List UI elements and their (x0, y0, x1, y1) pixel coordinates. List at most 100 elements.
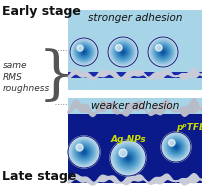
Circle shape (78, 46, 89, 58)
Circle shape (119, 49, 126, 55)
Circle shape (164, 136, 186, 158)
Circle shape (152, 41, 173, 63)
Circle shape (147, 37, 177, 67)
Circle shape (115, 44, 130, 60)
Circle shape (116, 146, 139, 170)
Circle shape (154, 43, 171, 60)
Circle shape (121, 152, 134, 164)
Circle shape (122, 153, 133, 163)
Circle shape (77, 45, 83, 51)
Circle shape (81, 49, 87, 55)
Circle shape (113, 144, 141, 172)
Circle shape (120, 150, 135, 166)
Circle shape (156, 46, 169, 58)
Circle shape (73, 142, 94, 162)
Circle shape (167, 138, 184, 156)
Circle shape (79, 47, 88, 57)
Circle shape (114, 43, 131, 60)
Polygon shape (68, 99, 202, 116)
Circle shape (153, 42, 172, 62)
Circle shape (169, 141, 182, 153)
Text: Early stage: Early stage (2, 5, 80, 18)
Circle shape (77, 145, 90, 159)
Circle shape (115, 145, 140, 171)
Circle shape (81, 150, 86, 154)
Circle shape (125, 155, 130, 161)
Circle shape (77, 45, 90, 59)
Circle shape (70, 38, 98, 66)
Circle shape (111, 141, 144, 175)
Circle shape (70, 138, 97, 166)
Polygon shape (68, 69, 202, 80)
Circle shape (117, 47, 128, 57)
Circle shape (75, 143, 93, 161)
Circle shape (159, 49, 165, 55)
Circle shape (155, 44, 170, 60)
Circle shape (80, 149, 87, 155)
Circle shape (111, 40, 134, 64)
Circle shape (73, 41, 95, 63)
Circle shape (83, 51, 85, 53)
Circle shape (115, 44, 121, 51)
Circle shape (116, 46, 129, 58)
Circle shape (148, 38, 176, 66)
Text: Ag NPs: Ag NPs (109, 136, 145, 145)
Circle shape (108, 38, 136, 66)
Circle shape (120, 50, 124, 54)
Circle shape (161, 51, 163, 53)
Circle shape (174, 146, 176, 148)
Circle shape (109, 140, 145, 176)
Circle shape (113, 42, 132, 62)
Circle shape (160, 132, 190, 162)
Circle shape (165, 137, 185, 157)
Circle shape (163, 135, 187, 159)
Circle shape (168, 139, 183, 154)
Circle shape (80, 48, 87, 56)
Circle shape (82, 50, 86, 54)
FancyBboxPatch shape (68, 72, 202, 78)
Circle shape (172, 144, 178, 150)
Circle shape (161, 133, 189, 161)
Circle shape (110, 39, 135, 65)
Circle shape (117, 148, 138, 168)
Circle shape (69, 137, 98, 167)
Circle shape (171, 143, 179, 151)
Circle shape (162, 134, 188, 160)
Text: pᵖTFE: pᵖTFE (176, 123, 202, 132)
Circle shape (71, 39, 97, 65)
Circle shape (78, 146, 89, 158)
Circle shape (118, 48, 127, 56)
Circle shape (173, 145, 177, 149)
Circle shape (150, 40, 174, 64)
Circle shape (82, 151, 85, 153)
FancyBboxPatch shape (68, 10, 202, 90)
Circle shape (160, 50, 164, 54)
Circle shape (158, 48, 166, 56)
Circle shape (112, 41, 133, 63)
Circle shape (155, 44, 161, 51)
FancyBboxPatch shape (68, 114, 202, 183)
Circle shape (76, 144, 83, 151)
Circle shape (157, 47, 167, 57)
Circle shape (76, 144, 92, 160)
Circle shape (118, 149, 136, 167)
Text: stronger adhesion: stronger adhesion (88, 13, 182, 23)
Circle shape (79, 147, 88, 156)
Text: Late stage: Late stage (2, 170, 76, 183)
Text: weaker adhesion: weaker adhesion (91, 101, 179, 111)
Circle shape (107, 37, 137, 67)
Circle shape (124, 154, 131, 162)
Circle shape (68, 136, 100, 168)
Polygon shape (68, 174, 202, 185)
Circle shape (74, 42, 94, 62)
Circle shape (168, 139, 174, 146)
Text: same
RMS
roughness: same RMS roughness (3, 61, 50, 93)
Circle shape (170, 142, 180, 152)
Text: }: } (37, 49, 74, 105)
Circle shape (121, 51, 123, 53)
Circle shape (72, 141, 95, 163)
Circle shape (118, 149, 126, 157)
Circle shape (72, 40, 96, 64)
FancyBboxPatch shape (68, 98, 202, 114)
Circle shape (75, 43, 93, 61)
